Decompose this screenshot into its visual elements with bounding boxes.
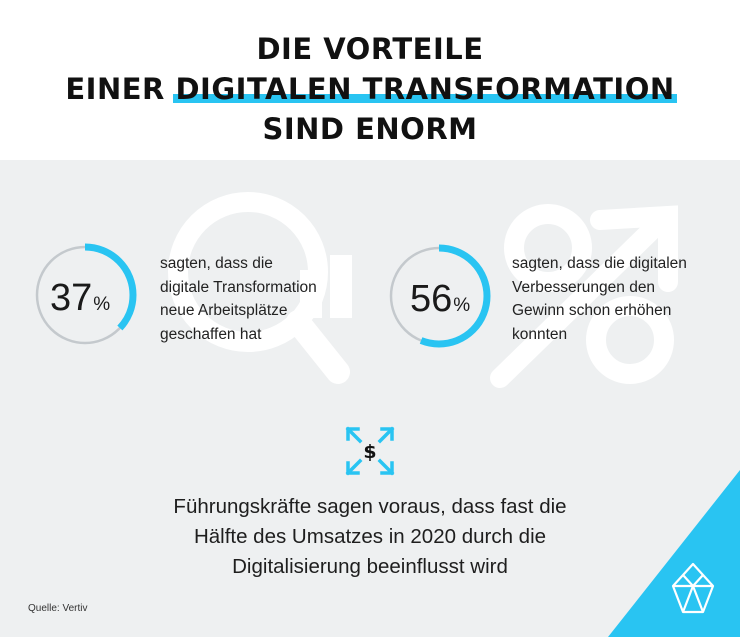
chart-bars-watermark-icon xyxy=(300,255,352,318)
main-statement: Führungskräfte sagen voraus, dass fast d… xyxy=(173,495,567,578)
stat-ring-1 xyxy=(33,243,137,347)
content-panel: 37% sagten, dass die digitale Transforma… xyxy=(0,160,740,637)
ring-progress-arc xyxy=(387,244,491,348)
dollar-expand-icon: $ xyxy=(345,426,395,476)
source-note: Quelle: Vertiv xyxy=(28,603,88,614)
header: DIE VORTEILE EINER DIGITALEN TRANSFORMAT… xyxy=(0,0,740,160)
stat-ring-2 xyxy=(387,244,491,348)
title-line-1: DIE VORTEILE xyxy=(256,32,484,66)
title-line-2-prefix: EINER xyxy=(65,72,176,106)
stat-description-1: sagten, dass die digitale Transformation… xyxy=(160,255,317,343)
title-line-2: EINER DIGITALEN TRANSFORMATION xyxy=(0,72,740,106)
title-line-3: SIND ENORM xyxy=(262,112,478,146)
background-watermarks xyxy=(168,192,678,388)
stat-value-2: 56% xyxy=(410,278,471,320)
dollar-symbol: $ xyxy=(363,441,376,463)
stat-value-1: 37% xyxy=(50,277,111,319)
stat-description-2: sagten, dass die digitalen Verbesserunge… xyxy=(512,255,687,343)
title-highlight: DIGITALEN TRANSFORMATION xyxy=(173,72,677,106)
percent-watermark-icon xyxy=(490,204,678,388)
ring-progress-arc xyxy=(33,243,137,347)
